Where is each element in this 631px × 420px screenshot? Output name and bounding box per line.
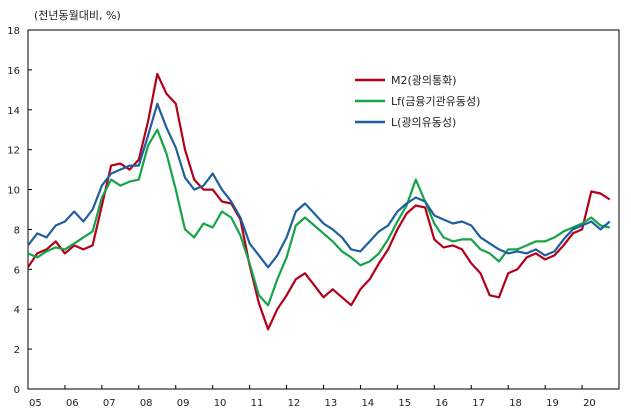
series-layer [27, 72, 611, 331]
y-axis: 0 2 4 6 8 10 12 14 16 18 [7, 26, 32, 396]
y-tick-label: 0 [14, 385, 20, 396]
x-tick-label: 13 [325, 398, 338, 409]
x-tick-label: 07 [103, 398, 116, 409]
x-tick-label: 16 [435, 398, 448, 409]
y-tick-label: 16 [7, 66, 20, 77]
legend-label-2: Lf(금융기관유동성) [391, 95, 480, 108]
x-tick-label: 12 [288, 398, 301, 409]
x-axis: 05 06 07 08 09 10 11 12 13 14 15 16 17 18 19 20 [27, 385, 596, 409]
y-tick-label: 10 [7, 186, 20, 197]
x-tick-label: 15 [398, 398, 411, 409]
y-tick-label: 6 [14, 265, 20, 276]
y-tick-label: 14 [7, 106, 20, 117]
y-tick-label: 18 [7, 26, 20, 37]
x-tick-label: 11 [251, 398, 264, 409]
y-tick-label: 4 [14, 305, 20, 316]
x-tick-label: 20 [583, 398, 596, 409]
series-line-1 [27, 72, 611, 331]
x-tick-label: 10 [214, 398, 227, 409]
legend-label-1: M2(광의통화) [391, 74, 457, 87]
plot-frame [27, 29, 620, 390]
x-tick-label: 17 [472, 398, 485, 409]
y-tick-label: 12 [7, 146, 20, 157]
unit-label: (전년동월대비, %) [34, 9, 121, 22]
series-line-2 [27, 128, 611, 307]
x-tick-label: 05 [29, 398, 42, 409]
series-line-3 [27, 102, 611, 269]
x-tick-label: 18 [509, 398, 522, 409]
x-tick-label: 09 [177, 398, 190, 409]
x-tick-label: 08 [140, 398, 153, 409]
y-tick-label: 2 [14, 345, 20, 356]
y-tick-label: 8 [14, 225, 20, 236]
x-tick-label: 19 [546, 398, 559, 409]
x-tick-label: 06 [66, 398, 79, 409]
x-tick-label: 14 [361, 398, 374, 409]
legend-label-3: L(광의유동성) [391, 116, 456, 129]
legend: M2(광의통화) Lf(금융기관유동성) L(광의유동성) [355, 74, 480, 129]
